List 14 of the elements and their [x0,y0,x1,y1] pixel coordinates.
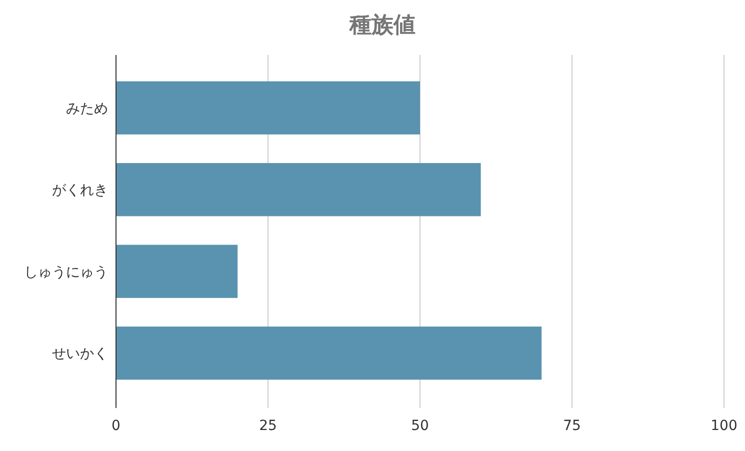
x-tick-label: 75 [563,418,581,434]
y-tick-label: せいかく [52,346,108,362]
bar [116,163,481,216]
bar [116,326,542,380]
x-tick-label: 50 [411,418,429,434]
bar [116,81,420,134]
y-tick-label: しゅうにゅう [24,264,108,280]
chart-title: 種族値 [348,13,416,38]
bar [116,244,238,298]
y-tick-label: みため [66,100,108,117]
x-tick-label: 25 [259,418,277,434]
x-tick-label: 100 [710,418,738,434]
x-tick-label: 0 [112,418,120,434]
y-tick-label: がくれき [52,182,108,199]
